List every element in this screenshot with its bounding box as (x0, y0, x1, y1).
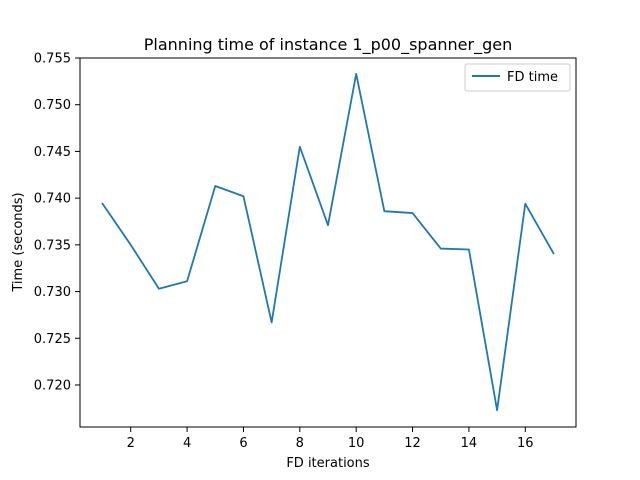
y-tick-label: 0.720 (34, 378, 71, 393)
y-tick-label: 0.750 (34, 98, 71, 113)
y-axis-label: Time (seconds) (11, 192, 26, 292)
data-point (383, 210, 385, 212)
data-point (327, 224, 329, 226)
y-tick-label: 0.730 (34, 285, 71, 300)
data-point (524, 203, 526, 205)
y-tick-label: 0.755 (34, 52, 71, 67)
x-tick-label: 2 (127, 436, 135, 451)
data-point (214, 185, 216, 187)
data-point (130, 244, 132, 246)
x-tick-label: 10 (348, 436, 365, 451)
data-point (271, 321, 273, 323)
series-group (101, 72, 555, 412)
x-tick-label: 6 (239, 436, 247, 451)
data-point (412, 212, 414, 214)
data-point (242, 195, 244, 197)
data-point (496, 409, 498, 411)
y-tick-label: 0.725 (34, 332, 71, 347)
axes-frame (79, 57, 577, 428)
data-point (355, 73, 357, 75)
data-point (552, 252, 554, 254)
y-tick-label: 0.735 (34, 238, 71, 253)
data-point (102, 203, 104, 205)
legend-box (464, 63, 571, 92)
y-tick-label: 0.745 (34, 145, 71, 160)
x-tick-label: 4 (183, 436, 191, 451)
y-axis-ticks: 0.720 0.725 0.730 0.735 0.740 0.745 0.750 0.755 (34, 52, 80, 393)
data-point (158, 288, 160, 290)
x-tick-label: 12 (404, 436, 421, 451)
x-tick-label: 14 (461, 436, 478, 451)
plot-area: 2 4 6 8 10 12 14 16 0.7200.7250.7300.7350.7400.… (34, 52, 577, 451)
data-point (299, 146, 301, 148)
chart-title: Planning time of instance 1_p00_spanner_… (144, 35, 512, 55)
legend-label-fd-time: FD time (507, 70, 558, 85)
legend: FD time (464, 63, 571, 92)
data-point (468, 249, 470, 251)
data-point (440, 248, 442, 250)
data-point (186, 280, 188, 282)
x-axis-ticks: 2 4 6 8 10 12 14 16 (127, 427, 534, 451)
series-line-fd-time (101, 72, 555, 412)
x-tick-label: 8 (296, 436, 304, 451)
y-tick-label: 0.740 (34, 192, 71, 207)
x-axis-label: FD iterations (286, 456, 370, 471)
x-tick-label: 16 (517, 436, 534, 451)
